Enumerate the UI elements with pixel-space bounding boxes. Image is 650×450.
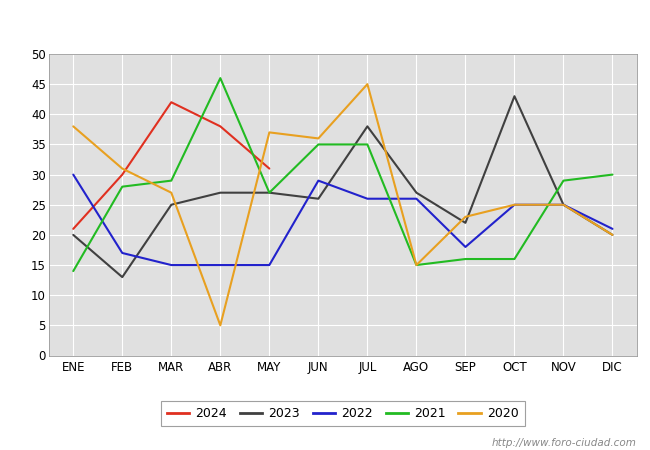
Text: Matriculaciones de Vehiculos en Cabanillas del Campo: Matriculaciones de Vehiculos en Cabanill… — [117, 14, 533, 29]
Legend: 2024, 2023, 2022, 2021, 2020: 2024, 2023, 2022, 2021, 2020 — [161, 401, 525, 427]
Text: http://www.foro-ciudad.com: http://www.foro-ciudad.com — [492, 438, 637, 448]
